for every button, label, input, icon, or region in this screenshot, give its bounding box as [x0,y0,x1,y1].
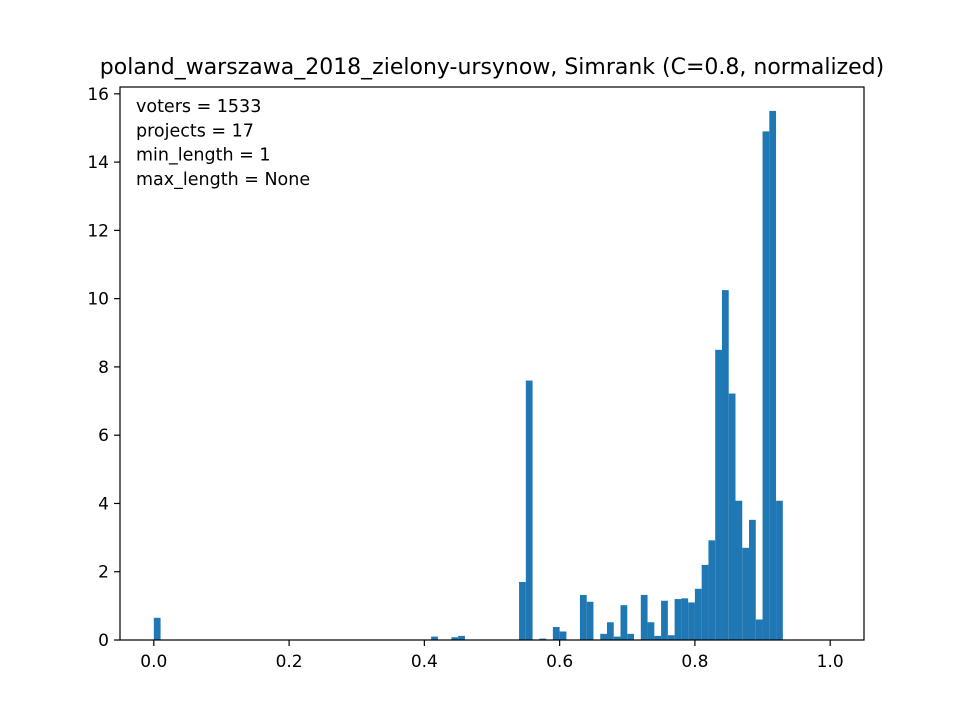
histogram-bar [681,598,689,640]
histogram-bar [559,631,567,640]
histogram-bar [674,599,682,640]
histogram-bar [769,110,777,640]
histogram-bar [627,633,635,640]
histogram-bar [579,594,587,640]
histogram-bar [721,290,729,640]
histogram-bar [735,500,743,640]
x-tick-label: 0.2 [276,652,303,672]
histogram-bar [715,349,722,640]
histogram-bar [667,635,675,640]
histogram-bar [728,393,736,640]
histogram-bar [701,564,709,640]
y-tick-label: 16 [87,85,109,105]
histogram-bar [451,637,459,640]
x-tick-label: 1.0 [817,652,844,672]
stats-annotation: voters = 1533 projects = 17 min_length = 1… [136,97,310,190]
y-axis: 0 2 4 6 8 10 12 14 16 [87,85,120,651]
histogram-bar [552,627,560,640]
histogram-bar [539,638,547,640]
histogram-bar [586,601,594,640]
x-tick-label: 0.4 [411,652,438,672]
y-tick-label: 4 [98,494,109,514]
histogram-bar [654,635,662,640]
x-tick-label: 0.0 [140,652,167,672]
y-tick-label: 6 [98,426,109,446]
histogram-bar [762,131,770,640]
plot-frame [119,86,865,641]
y-tick-label: 14 [87,153,109,173]
histogram-bar [776,500,783,640]
histogram-bar [613,636,621,640]
histogram-bar [749,519,756,640]
annotation-line: min_length = 1 [136,146,270,166]
histogram-bar [661,600,668,640]
histogram-bar [647,622,655,640]
y-tick-label: 8 [98,358,109,378]
annotation-line: max_length = None [136,170,310,190]
histogram-bar [708,540,716,640]
annotation-line: voters = 1533 [136,97,261,117]
x-tick-label: 0.6 [546,652,573,672]
y-tick-label: 2 [98,563,109,583]
x-axis: 0.0 0.2 0.4 0.6 0.8 1.0 [140,640,844,672]
y-tick-label: 10 [87,290,109,310]
x-tick-label: 0.8 [681,652,708,672]
histogram-bar [742,547,750,640]
histogram-bar [525,380,533,640]
histogram-bar [458,635,465,640]
y-tick-label: 12 [87,221,109,241]
histogram-bar [694,588,702,640]
histogram-bar [620,605,628,640]
histogram-bar [606,622,614,640]
histogram-bar [755,619,763,640]
histogram-bar [431,636,438,640]
chart-title: poland_warszawa_2018_zielony-ursynow, Si… [100,55,884,80]
y-tick-label: 0 [98,631,109,651]
histogram-bar [519,581,526,640]
histogram-bar [600,633,607,640]
bars-group [153,110,783,640]
histogram-bar [688,602,695,640]
histogram-bar [153,617,161,640]
annotation-line: projects = 17 [136,121,254,141]
histogram-bar [640,594,648,640]
